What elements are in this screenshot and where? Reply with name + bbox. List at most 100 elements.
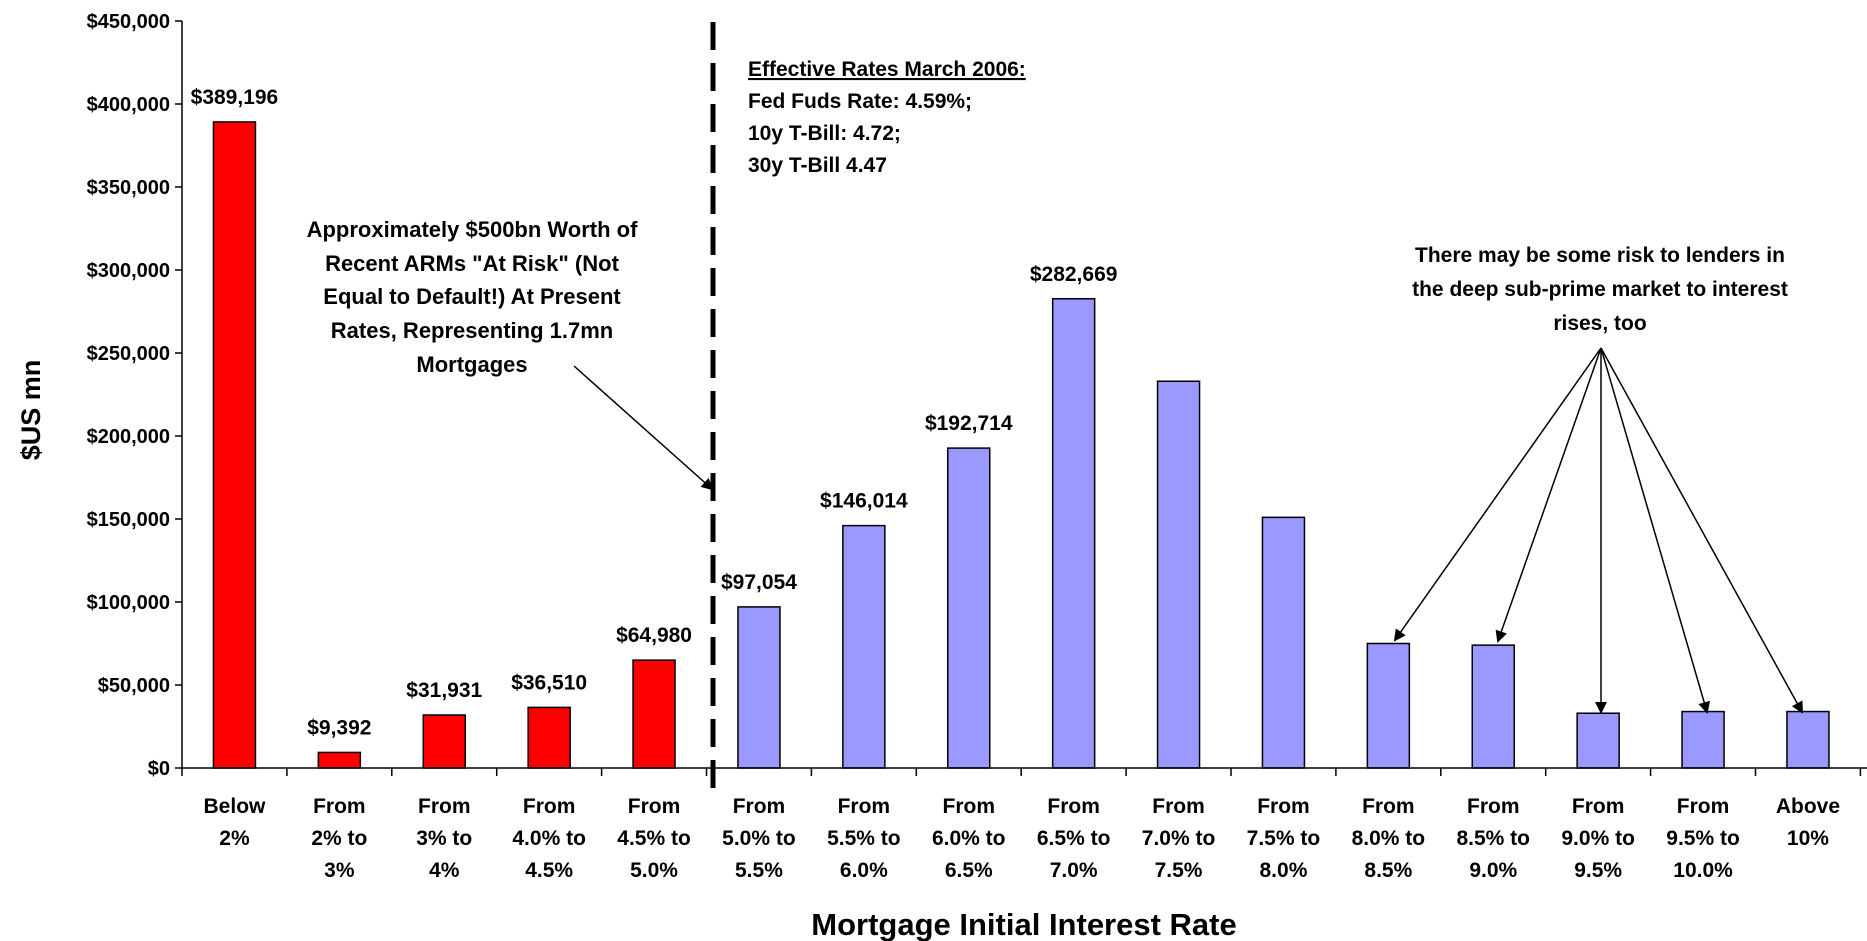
subprime-arrow xyxy=(1600,347,1803,714)
y-tick-label: $400,000 xyxy=(87,94,170,116)
y-axis-ticks: $0 $50,000 $100,000 $150,000 $200,000 $250,00… xyxy=(87,11,182,780)
x-tick-label: 5.0% xyxy=(630,859,678,882)
data-label: $146,014 xyxy=(820,490,908,513)
x-tick-label: 9.5% to xyxy=(1666,827,1740,850)
bar xyxy=(632,659,676,769)
bar xyxy=(1471,644,1515,769)
x-tick-label: From xyxy=(943,795,996,818)
x-tick-label: 8.5% xyxy=(1364,859,1412,882)
rates-annotation: Effective Rates March 2006: Fed Fuds Rat… xyxy=(748,58,1026,177)
x-tick-label: 5.5% xyxy=(735,859,783,882)
subprime-line: the deep sub-prime market to interest xyxy=(1412,278,1788,301)
x-tick-label: From xyxy=(733,795,786,818)
x-tick-label: Below xyxy=(204,795,267,818)
x-tick-label: 6.0% to xyxy=(932,827,1006,850)
x-tick-label: 5.0% to xyxy=(722,827,796,850)
y-tick-label: $200,000 xyxy=(87,426,170,448)
y-tick-label: $250,000 xyxy=(87,343,170,365)
x-tick-label: 3% xyxy=(324,859,355,882)
subprime-arrow xyxy=(1600,347,1710,714)
x-tick-label: From xyxy=(523,795,576,818)
x-tick-label: 4% xyxy=(429,859,460,882)
subprime-line: rises, too xyxy=(1553,312,1646,335)
x-tick-label: 8.0% to xyxy=(1352,827,1426,850)
data-label: $9,392 xyxy=(307,716,371,739)
y-axis-title: $US mn xyxy=(16,360,46,461)
y-tick-label: $50,000 xyxy=(98,675,170,697)
x-tick-label: 4.5% to xyxy=(617,827,691,850)
x-tick-label: 7.0% xyxy=(1050,859,1098,882)
at-risk-arrow xyxy=(573,365,714,491)
x-tick-label: 6.5% xyxy=(945,859,993,882)
bar xyxy=(842,524,886,769)
x-tick-label: 2% xyxy=(219,827,250,850)
x-tick-label: From xyxy=(313,795,366,818)
x-tick-label: Above xyxy=(1776,795,1840,818)
subprime-arrow xyxy=(1495,347,1602,643)
bar xyxy=(317,751,362,769)
subprime-annotation: There may be some risk to lenders in the… xyxy=(1412,244,1788,335)
x-tick-label: 3% to xyxy=(416,827,472,850)
x-tick-label: From xyxy=(1572,795,1625,818)
subprime-arrow xyxy=(1393,347,1602,642)
x-tick-label: 10% xyxy=(1787,827,1829,850)
at-risk-line: Mortgages xyxy=(416,352,527,377)
x-tick-label: 8.5% to xyxy=(1456,827,1530,850)
data-label: $282,669 xyxy=(1030,263,1118,286)
data-label: $389,196 xyxy=(191,86,279,109)
x-tick-label: 9.5% xyxy=(1574,859,1622,882)
x-tick-label: From xyxy=(1362,795,1415,818)
x-tick-label: 7.5% to xyxy=(1247,827,1321,850)
bar xyxy=(1786,710,1830,769)
x-tick-label: 10.0% xyxy=(1673,859,1733,882)
at-risk-line: Rates, Representing 1.7mn xyxy=(331,318,613,343)
x-tick-label: 8.0% xyxy=(1260,859,1308,882)
x-tick-label: From xyxy=(1257,795,1310,818)
subprime-arrows xyxy=(1393,347,1803,714)
at-risk-line: Equal to Default!) At Present xyxy=(323,284,621,309)
bars-group xyxy=(212,121,1830,769)
bar xyxy=(947,447,991,769)
x-tick-label: 9.0% xyxy=(1469,859,1517,882)
bar xyxy=(212,121,257,769)
at-risk-annotation: Approximately $500bn Worth of Recent ARM… xyxy=(307,217,639,377)
x-tick-label: 5.5% to xyxy=(827,827,901,850)
data-label: $97,054 xyxy=(721,571,797,594)
y-tick-label: $0 xyxy=(148,758,170,780)
bar xyxy=(422,714,466,769)
x-tick-label: From xyxy=(628,795,681,818)
data-label: $192,714 xyxy=(925,412,1013,435)
y-tick-label: $300,000 xyxy=(87,260,170,282)
data-labels-group: $389,196 $9,392 $31,931 $36,510 $64,980 $97,0… xyxy=(191,86,1118,739)
bar xyxy=(1156,380,1201,769)
data-label: $31,931 xyxy=(406,679,482,702)
subprime-line: There may be some risk to lenders in xyxy=(1415,244,1785,267)
x-tick-label: 4.0% to xyxy=(512,827,586,850)
x-tick-label: 7.5% xyxy=(1155,859,1203,882)
bar xyxy=(1261,516,1306,769)
bar xyxy=(1681,710,1725,769)
bar xyxy=(1576,712,1620,769)
x-tick-label: From xyxy=(1467,795,1520,818)
data-label: $64,980 xyxy=(616,624,692,647)
y-tick-label: $350,000 xyxy=(87,177,170,199)
x-tick-label: From xyxy=(1152,795,1205,818)
x-tick-label: 6.5% to xyxy=(1037,827,1111,850)
at-risk-line: Recent ARMs "At Risk" (Not xyxy=(325,251,620,276)
rates-line: 30y T-Bill 4.47 xyxy=(748,154,887,177)
at-risk-line: Approximately $500bn Worth of xyxy=(307,217,639,242)
x-tick-label: From xyxy=(838,795,891,818)
y-tick-label: $450,000 xyxy=(87,11,170,33)
rates-line: Fed Fuds Rate: 4.59%; xyxy=(748,90,972,113)
bar xyxy=(1366,642,1411,769)
rates-line: 10y T-Bill: 4.72; xyxy=(748,122,901,145)
bar xyxy=(527,706,571,769)
x-tick-label: 4.5% xyxy=(525,859,573,882)
x-tick-label: From xyxy=(418,795,471,818)
y-tick-label: $150,000 xyxy=(87,509,170,531)
x-tick-label: 2% to xyxy=(311,827,367,850)
x-axis-title: Mortgage Initial Interest Rate xyxy=(811,907,1236,941)
rates-heading: Effective Rates March 2006: xyxy=(748,58,1026,81)
x-tick-label: 9.0% to xyxy=(1561,827,1635,850)
